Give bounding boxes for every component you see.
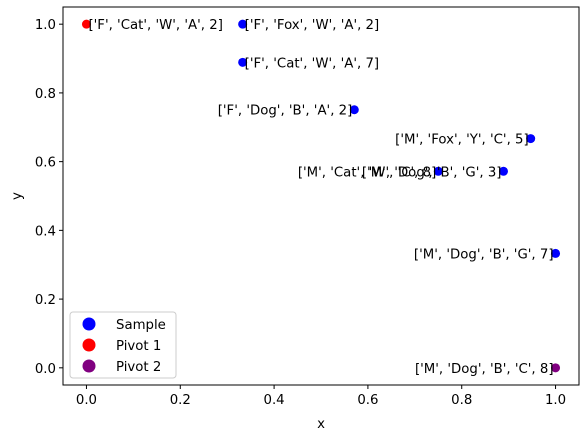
y-tick-label: 0.8 <box>35 87 56 102</box>
legend-label: Sample <box>116 318 166 333</box>
legend-label: Pivot 1 <box>116 339 161 354</box>
y-axis-label: y <box>10 192 25 200</box>
x-tick-label: 0.4 <box>264 393 285 408</box>
point-annotation: ['M', 'Cat', 'W', 'C', 8] <box>298 165 436 180</box>
point-annotation: ['F', 'Dog', 'B', 'A', 2] <box>218 104 353 119</box>
point-annotations: ['F', 'Fox', 'W', 'A', 2] ['F', 'Cat', 'W… <box>88 18 553 377</box>
y-tick-label: 0.4 <box>35 224 56 239</box>
x-tick-label: 0.6 <box>357 393 378 408</box>
data-point <box>238 19 248 29</box>
point-annotation: ['F', 'Cat', 'W', 'A', 2] <box>88 18 222 33</box>
point-annotation: ['M', 'Dog', 'B', 'G', 7] <box>414 247 554 262</box>
y-tick-label: 1.0 <box>35 18 56 33</box>
legend-marker <box>82 317 96 331</box>
point-annotation: ['F', 'Cat', 'W', 'A', 7] <box>245 56 379 71</box>
y-tick-label: 0.0 <box>35 362 56 377</box>
data-point <box>81 19 91 29</box>
data-point <box>433 166 443 176</box>
point-annotation: ['F', 'Fox', 'W', 'A', 2] <box>245 18 380 33</box>
x-axis-label: x <box>317 417 325 432</box>
data-point <box>498 166 508 176</box>
data-point <box>349 105 359 115</box>
data-points <box>81 19 561 373</box>
x-tick-label: 0.0 <box>76 393 97 408</box>
legend-marker <box>82 359 96 373</box>
data-point <box>551 363 561 373</box>
data-point <box>526 134 536 144</box>
point-annotation: ['M', 'Dog', 'B', 'G', 3] <box>362 165 502 180</box>
legend: Sample Pivot 1 Pivot 2 <box>69 311 177 379</box>
data-point <box>238 57 248 67</box>
plot-frame <box>62 6 580 386</box>
legend-label: Pivot 2 <box>116 360 161 375</box>
legend-marker <box>82 338 96 352</box>
legend-frame <box>69 311 177 379</box>
point-annotation: ['M', 'Fox', 'Y', 'C', 5] <box>395 133 529 148</box>
axis-ticks: 0.0 0.2 0.4 0.6 0.8 1.0 0.0 0.2 0.4 0.6 0.8 1.0 <box>35 18 566 408</box>
x-tick-label: 1.0 <box>545 393 566 408</box>
x-tick-label: 0.2 <box>170 393 191 408</box>
y-tick-label: 0.6 <box>35 156 56 171</box>
y-tick-label: 0.2 <box>35 293 56 308</box>
x-tick-label: 0.8 <box>451 393 472 408</box>
point-annotation: ['M', 'Dog', 'B', 'C', 8] <box>415 362 554 377</box>
data-point <box>551 248 561 258</box>
